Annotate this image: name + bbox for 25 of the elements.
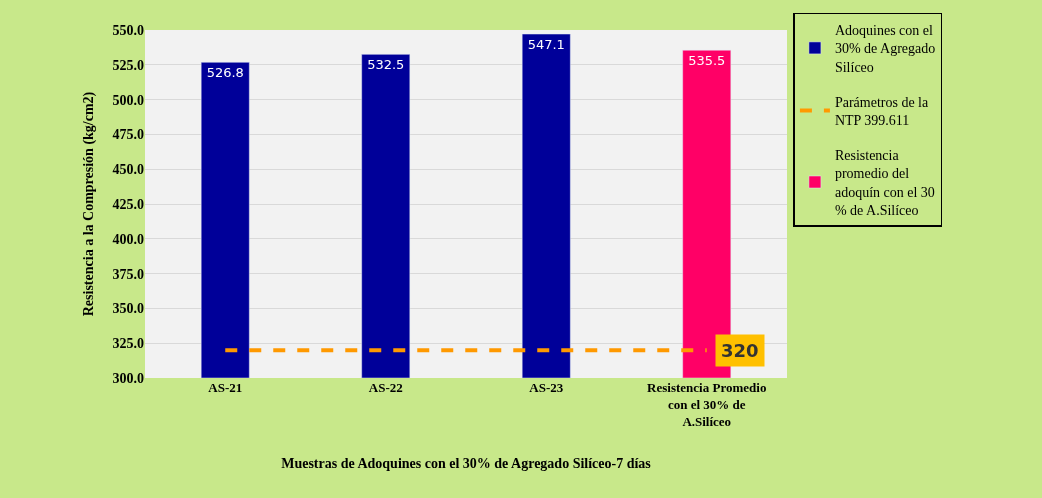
y-tick-label: 300.0 [112,370,144,386]
y-tick-label: 350.0 [112,301,144,317]
legend-label: Resistencia promedio del adoquín con el 30 % de A.Silíceo [834,148,935,218]
x-tick-label: Resistencia Promedio con el 30% de A.Silíceo [647,380,767,429]
data-label: 320 [721,340,759,361]
y-tick-label: 425.0 [112,196,144,212]
data-label: 535.5 [688,53,726,69]
x-tick-label: AS-22 [368,380,403,395]
data-label: 547.1 [527,37,565,53]
y-tick-label: 475.0 [112,127,144,143]
data-label: 532.5 [367,57,405,73]
y-tick-label: 550.0 [112,22,144,38]
data-label: 526.8 [206,65,244,81]
legend-label: Adoquines con el 30% de Agregado Silíceo [834,23,936,75]
y-axis-title: Resistencia a la Compresión (kg/cm2) [81,91,98,317]
y-tick-label: 375.0 [112,266,144,282]
y-tick-label: 400.0 [112,231,144,247]
y-tick-label: 500.0 [112,92,144,108]
x-tick-label: AS-21 [208,380,243,395]
x-axis-title: Muestras de Adoquines con el 30% de Agregado Silíceo-7 días [281,456,652,472]
y-tick-label: 325.0 [112,336,144,352]
y-tick-label: 525.0 [112,57,144,73]
legend-label: Parámetros de la NTP 399.611 [834,94,929,128]
y-tick-label: 450.0 [112,162,144,178]
x-tick-label: AS-23 [529,380,564,395]
